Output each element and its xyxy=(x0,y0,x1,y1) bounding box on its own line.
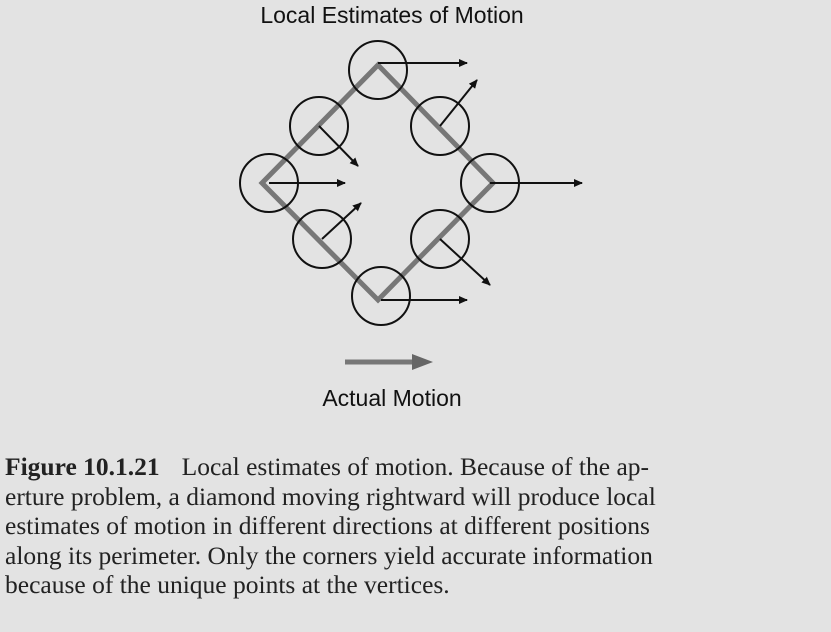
caption-line-2: erture problem, a diamond moving rightwa… xyxy=(5,481,656,511)
local-arrows xyxy=(269,59,583,304)
local-arrow-upper-right xyxy=(439,79,478,127)
local-arrow-lower-left xyxy=(321,202,362,240)
aperture-lower-left xyxy=(292,209,352,269)
figure-title: Local Estimates of Motion xyxy=(260,2,524,28)
aperture-top xyxy=(348,40,408,100)
diamond-outline xyxy=(258,61,497,304)
aperture-upper-right xyxy=(410,96,470,156)
actual-motion-head xyxy=(412,354,433,370)
aperture-lower-right xyxy=(410,209,470,269)
caption-line-1: Figure 10.1.21 Local estimates of motion.… xyxy=(5,452,825,482)
actual-motion-label: Actual Motion xyxy=(322,385,462,411)
caption-line-4: along its perimeter. Only the corners yi… xyxy=(5,540,653,570)
caption-line-1-text: Local estimates of motion. Because of th… xyxy=(181,452,649,481)
local-arrow-lower-right xyxy=(439,238,491,286)
local-arrow-upper-left xyxy=(318,125,359,167)
caption-line-3: estimates of motion in different directi… xyxy=(5,511,650,540)
aperture-bottom xyxy=(351,266,411,326)
apertures xyxy=(239,40,520,326)
figure-number: Figure 10.1.21 xyxy=(5,452,160,481)
caption-line-5: because of the unique points at the vert… xyxy=(5,570,450,599)
motion-diagram xyxy=(239,40,583,370)
figure-caption: Figure 10.1.21 Local estimates of motion.… xyxy=(5,452,825,600)
aperture-upper-left xyxy=(289,96,349,156)
